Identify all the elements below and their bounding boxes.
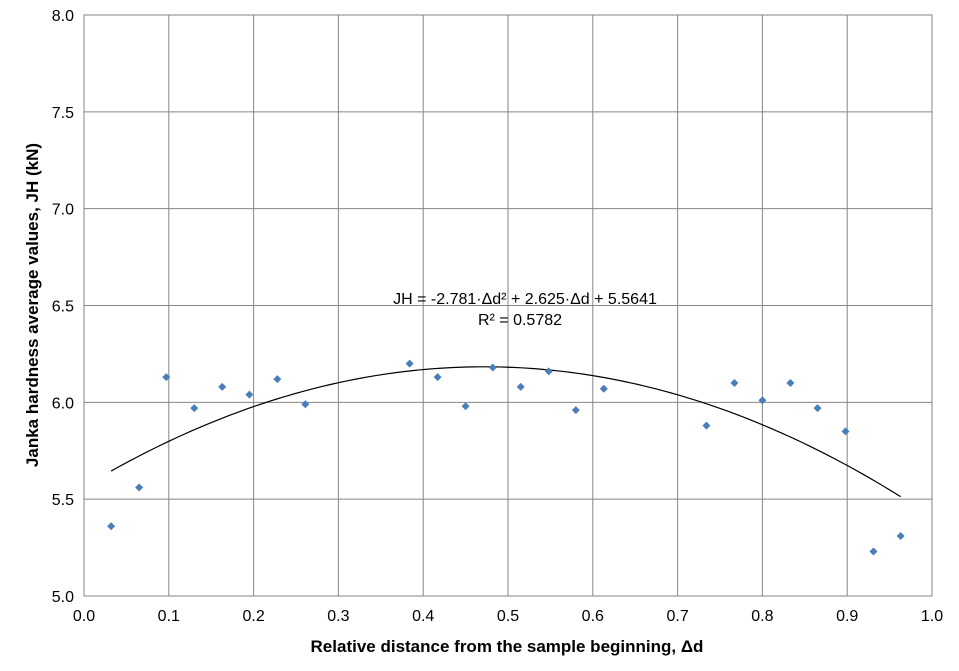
data-point: [758, 396, 767, 405]
data-point: [786, 378, 795, 387]
y-tick-label: 5.5: [52, 492, 74, 509]
data-point: [433, 373, 442, 382]
x-tick-label: 0.2: [242, 608, 264, 625]
x-tick-label: 1.0: [921, 608, 943, 625]
data-point: [730, 378, 739, 387]
data-point: [702, 421, 711, 430]
data-point: [488, 363, 497, 372]
data-point: [813, 404, 822, 413]
trendline-curve: [110, 366, 901, 498]
x-tick-label: 0.8: [751, 608, 773, 625]
data-point: [461, 402, 470, 411]
plot-area-frame: [83, 14, 933, 597]
data-point: [190, 404, 199, 413]
y-tick-label: 6.5: [52, 299, 74, 316]
y-tick-label: 6.0: [52, 395, 74, 412]
x-tick-label: 0.1: [158, 608, 180, 625]
data-point: [544, 367, 553, 376]
x-tick-label: 0.3: [327, 608, 349, 625]
y-axis-label: Janka hardness average values, JH (kN): [23, 143, 42, 467]
x-tick-label: 0.5: [497, 608, 519, 625]
y-axis-ticks: 5.0 5.5 6.0 6.5 7.0 7.5 8.0: [52, 8, 74, 606]
x-tick-label: 0.0: [73, 608, 95, 625]
x-tick-label: 0.4: [412, 608, 434, 625]
data-point: [135, 483, 144, 492]
data-point: [516, 382, 525, 391]
data-point: [273, 375, 282, 384]
x-axis-ticks: 0.0 0.1 0.2 0.3 0.4 0.5 0.6 0.7 0.8 0.9 1.0: [73, 608, 943, 625]
x-tick-label: 0.6: [582, 608, 604, 625]
x-tick-label: 0.7: [666, 608, 688, 625]
y-tick-label: 5.0: [52, 589, 74, 606]
data-point: [218, 382, 227, 391]
data-point: [869, 547, 878, 556]
trendline-equation: JH = -2.781·Δd² + 2.625·Δd + 5.5641: [393, 291, 657, 308]
data-point: [405, 359, 414, 368]
data-point: [301, 400, 310, 409]
r-squared-label: R² = 0.5782: [478, 312, 562, 329]
x-tick-label: 0.9: [836, 608, 858, 625]
x-axis-label: Relative distance from the sample beginn…: [311, 637, 704, 656]
data-point: [599, 384, 608, 393]
data-point: [107, 522, 116, 531]
y-tick-label: 7.0: [52, 202, 74, 219]
data-point: [841, 427, 850, 436]
y-tick-label: 8.0: [52, 8, 74, 25]
data-point: [571, 406, 580, 415]
data-points: [107, 359, 905, 556]
data-point: [162, 373, 171, 382]
data-point: [245, 390, 254, 399]
data-point: [896, 531, 905, 540]
y-tick-label: 7.5: [52, 105, 74, 122]
